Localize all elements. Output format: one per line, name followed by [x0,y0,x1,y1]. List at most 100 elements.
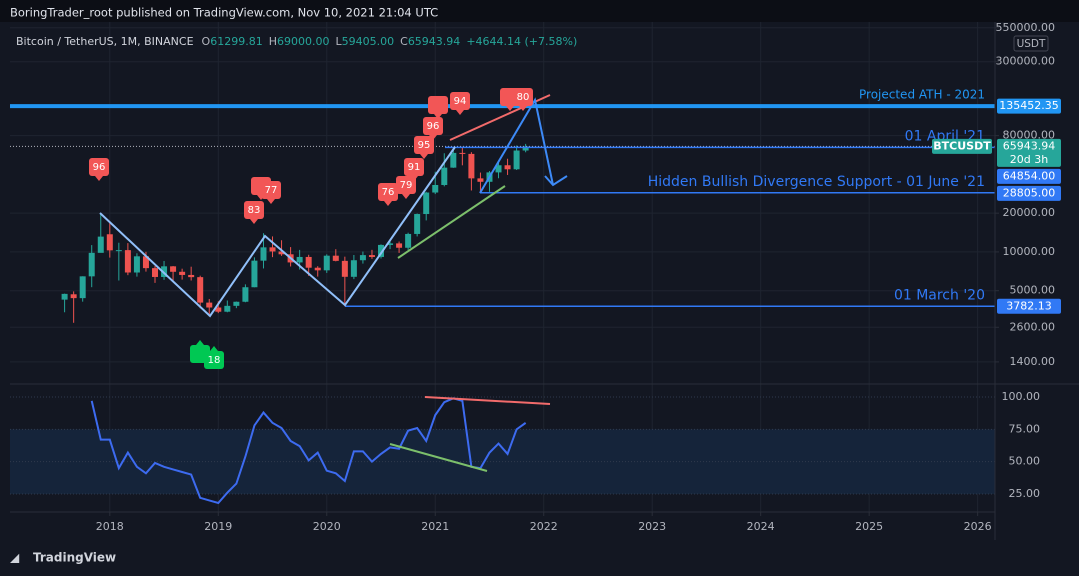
candle-body [504,165,511,170]
candle-body [396,243,403,248]
level-text: 01 March '20 [894,287,985,303]
candle-body [124,250,131,273]
rsi-tick-label: 25.00 [1009,487,1041,500]
header-bar [0,0,1079,22]
signal-bubble-body [396,176,416,194]
legend-value: 61299.81 [210,35,263,48]
rsi-tick-label: 50.00 [1009,455,1041,468]
candle-body [142,256,149,269]
signal-bubble-pointer [267,199,275,204]
legend-symbol: Bitcoin / TetherUS, 1M, BINANCE [16,35,194,48]
signal-text: 96 [427,121,440,132]
signal-bubble-pointer [384,201,392,206]
candle-body [305,256,312,268]
rsi-resistance-line [424,396,551,405]
candle-body [359,255,366,261]
legend-key: L [335,35,342,48]
signal-text: 83 [248,205,261,216]
signal-bubble: 18 [204,346,224,369]
candle-body [251,260,258,288]
signal-bubble: 94 [450,92,470,115]
signal-text: 94 [454,96,467,107]
candle-body [477,178,484,182]
candle-body [79,276,86,299]
candle-body [423,192,430,215]
x-tick-label: 2021 [421,520,449,533]
signal-bubble-body [261,181,281,199]
projection-arrow [479,97,554,194]
signal-bubble-pointer [429,135,437,140]
signal-text: 79 [400,180,413,191]
signal-text: 76 [382,187,395,198]
price-label: 3782.13 [1006,299,1052,312]
y-tick-label: 20000.00 [1003,206,1056,219]
candle-body [188,274,195,278]
candle-body [513,150,520,170]
signal-bubble: 96 [423,117,443,140]
rsi-tick-label: 100.00 [1002,390,1041,403]
x-tick-label: 2023 [638,520,666,533]
signal-bubble: 79 [396,176,416,199]
y-tick-label: 10000.00 [1003,245,1056,258]
y-tick-label: 300000.00 [996,55,1056,68]
candle-body [314,267,321,271]
symbol-label: BTCUSDT [933,139,991,152]
signal-bubble-body [423,117,443,135]
signal-bubble-pointer [456,110,464,115]
x-tick-label: 2024 [747,520,775,533]
unit-box [1013,35,1049,52]
price-label-box [997,138,1061,167]
signal-text: 77 [265,185,278,196]
signal-text: 91 [408,162,421,173]
signal-text: 95 [418,140,431,151]
price-label: 135452.35 [999,99,1059,112]
publisher: BoringTrader_root published on TradingVi… [10,6,438,20]
signal-bubble [428,96,448,119]
signal-bubble-body [244,201,264,219]
signal-bubble-pointer [196,340,204,345]
signal-bubble: 77 [261,181,281,204]
signal-bubble-body [450,92,470,110]
y-tick-label: 1400.00 [1010,355,1056,368]
candle-body [468,153,475,179]
signal-bubble-pointer [519,106,527,111]
legend-value: 59405.00 [342,35,395,48]
candle-body [323,255,330,271]
candle-body [106,234,113,251]
signal-bubble-body [428,96,448,114]
candle-body [97,236,104,253]
candle-body [278,251,285,255]
signal-bubble-body [204,351,224,369]
candle-body [115,250,122,252]
footer-brand: TradingView [33,551,116,565]
signal-bubble: 91 [404,158,424,181]
price-label: 65943.94 [1003,139,1056,152]
candle-body [224,305,231,312]
countdown: 20d 3h [1010,153,1048,166]
price-label-box [997,168,1061,184]
candle-body [179,271,186,275]
legend-value: 65943.94 [408,35,461,48]
candle-body [414,214,421,234]
signal-bubble: 96 [89,158,109,181]
y-tick-label: 2600.00 [1010,320,1056,333]
price-label: 64854.00 [1003,169,1056,182]
signal-bubble-pointer [250,219,258,224]
x-tick-label: 2019 [204,520,232,533]
x-tick-label: 2020 [313,520,341,533]
candle-body [260,247,267,261]
signal-text: 80 [517,92,530,103]
signal-bubble-body [404,158,424,176]
support-line [397,185,506,259]
candle-body [269,247,276,252]
candle-body [350,260,357,277]
signal-bubble: 83 [244,201,264,224]
drawings [99,94,568,472]
candle-body [61,293,68,300]
candle-body [522,146,529,151]
legend-change: +4644.14 (+7.58%) [466,35,577,48]
legend-value: 69000.00 [277,35,330,48]
candle-body [70,294,77,299]
symbol-label-box [932,138,992,154]
